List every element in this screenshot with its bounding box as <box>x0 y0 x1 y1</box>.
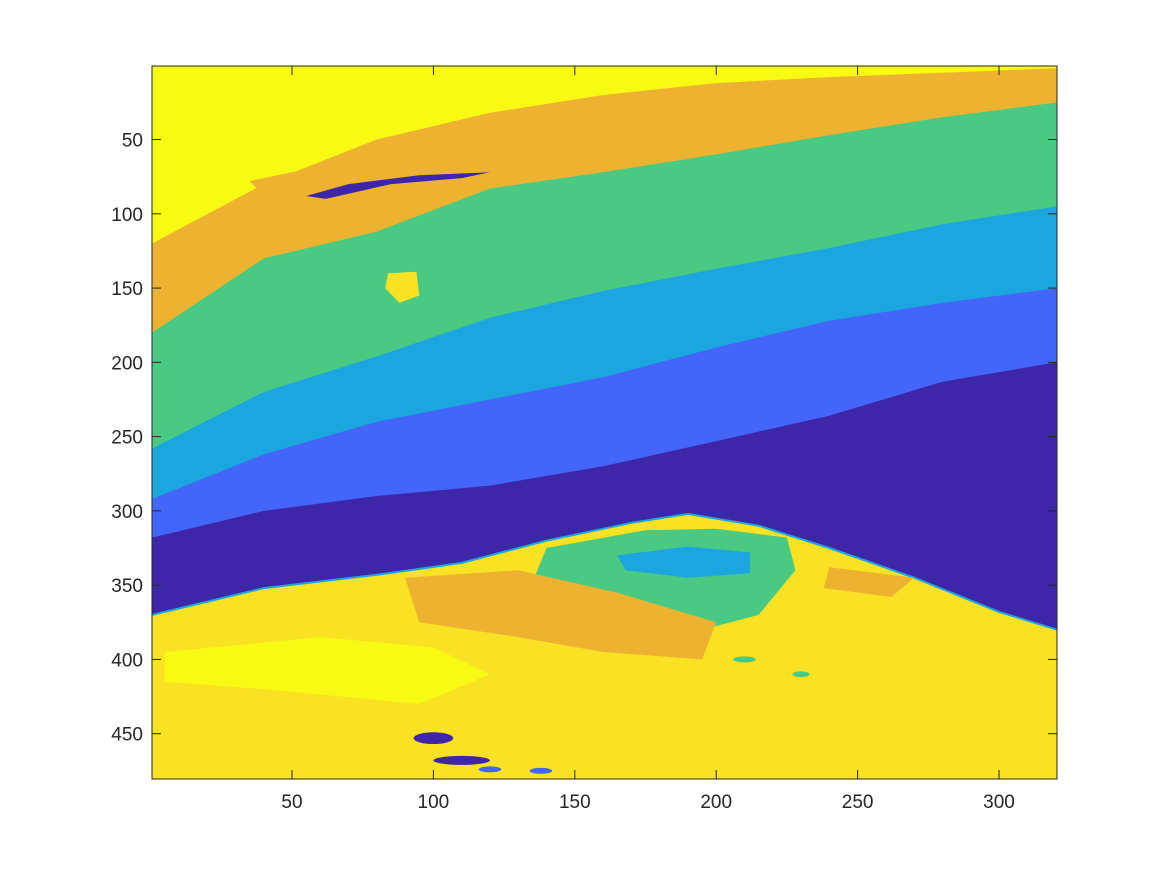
axis-ticks <box>152 66 1057 779</box>
heatmap-spot-4 <box>733 656 756 663</box>
x-tick-label: 50 <box>281 792 302 813</box>
axes-box <box>151 65 1058 780</box>
y-tick-label: 300 <box>111 502 143 523</box>
y-tick-label: 150 <box>111 279 143 300</box>
heatmap-feature-1 <box>306 172 490 199</box>
heatmap-ground-edge <box>152 512 1057 631</box>
x-tick-label: 300 <box>983 792 1015 813</box>
y-tick-label: 450 <box>111 725 143 746</box>
y-tick-label: 100 <box>111 205 143 226</box>
y-tick-label: 200 <box>111 353 143 374</box>
y-tick-label: 50 <box>122 131 143 152</box>
y-tick-label: 350 <box>111 576 143 597</box>
x-tick-label: 250 <box>842 792 874 813</box>
heatmap-ground-region-1 <box>617 546 751 578</box>
heatmap-spot-5 <box>792 671 810 678</box>
heatmap-feature-2 <box>385 271 420 303</box>
heatmap-spot-1 <box>433 755 490 765</box>
y-tick-label: 250 <box>111 428 143 449</box>
heatmap-ground-region-2 <box>405 570 717 660</box>
x-tick-label: 150 <box>559 792 591 813</box>
heatmap-spot-2 <box>478 766 502 773</box>
axis-tick-labels: 50 100 150 200 250 300 50 100 150 200 250 300 350 400… <box>111 131 1015 813</box>
heatmap-feature-0 <box>249 157 541 196</box>
x-tick-label: 200 <box>700 792 732 813</box>
y-tick-label: 400 <box>111 650 143 671</box>
heatmap-ground-region-4 <box>164 637 490 704</box>
x-tick-label: 100 <box>418 792 450 813</box>
heatmap-spot-0 <box>413 732 454 745</box>
plot-area <box>152 66 1057 779</box>
heatmap-ground-region-3 <box>823 567 915 597</box>
heatmap-spot-3 <box>529 767 553 774</box>
